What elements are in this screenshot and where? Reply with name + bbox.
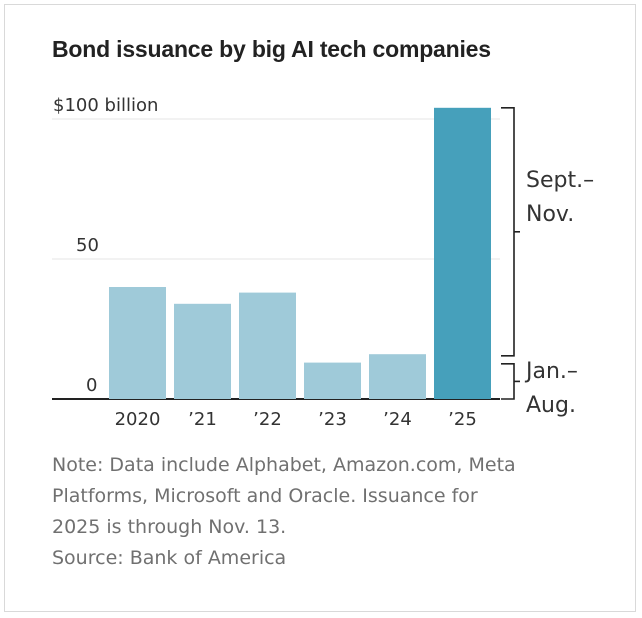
bar xyxy=(174,303,231,399)
note-line: Platforms, Microsoft and Oracle. Issuanc… xyxy=(52,485,478,507)
note-line: Note: Data include Alphabet, Amazon.com,… xyxy=(52,454,516,476)
x-tick-label: ’25 xyxy=(448,409,477,430)
bar xyxy=(109,287,166,399)
bar xyxy=(434,107,491,400)
annotation-sept-nov: Nov. xyxy=(526,202,574,227)
chart-note: Note: Data include Alphabet, Amazon.com,… xyxy=(52,450,582,574)
bar xyxy=(239,292,296,399)
x-tick-label: ’21 xyxy=(188,409,217,430)
x-tick-label: ’23 xyxy=(318,409,347,430)
bracket-jan-aug xyxy=(501,363,515,400)
annotation-jan-aug: Jan.– xyxy=(524,359,578,384)
chart-title: Bond issuance by big AI tech companies xyxy=(52,36,491,62)
y-tick-label: $100 billion xyxy=(53,95,158,116)
source-line: Source: Bank of America xyxy=(52,547,287,569)
x-tick-label: ’24 xyxy=(383,409,412,430)
bar xyxy=(369,354,426,399)
y-tick-label: 50 xyxy=(76,235,99,256)
x-tick-label: ’22 xyxy=(253,409,282,430)
annotation-jan-aug: Aug. xyxy=(526,393,576,418)
bar xyxy=(304,362,361,399)
note-line: 2025 is through Nov. 13. xyxy=(52,516,287,538)
x-tick-label: 2020 xyxy=(115,409,161,430)
y-tick-label: 0 xyxy=(86,375,97,396)
annotation-sept-nov: Sept.– xyxy=(526,168,594,193)
bracket-sept-nov xyxy=(501,107,515,357)
